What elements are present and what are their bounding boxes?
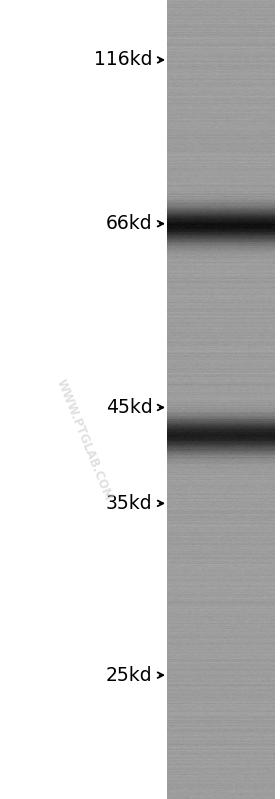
Text: 116kd: 116kd bbox=[94, 50, 153, 70]
Text: 66kd: 66kd bbox=[106, 214, 153, 233]
Text: 35kd: 35kd bbox=[106, 494, 153, 513]
Text: 25kd: 25kd bbox=[106, 666, 153, 685]
Text: WWW.PTGLAB.COM: WWW.PTGLAB.COM bbox=[54, 377, 114, 502]
Text: 45kd: 45kd bbox=[106, 398, 153, 417]
